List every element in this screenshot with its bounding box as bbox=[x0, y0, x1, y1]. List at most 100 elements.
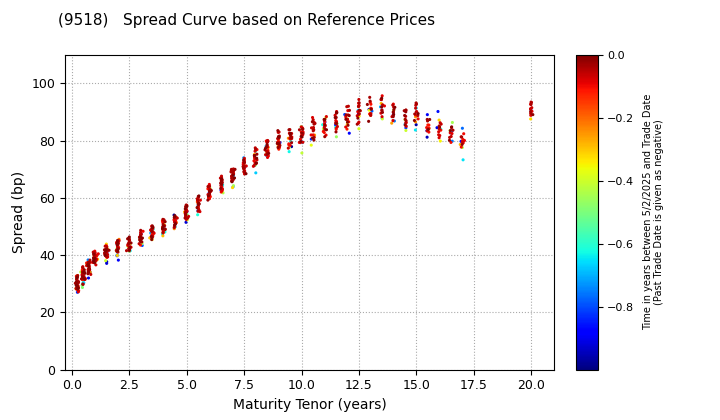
Point bbox=[113, 236, 125, 243]
Point bbox=[73, 284, 84, 291]
Point bbox=[525, 106, 536, 113]
Point bbox=[319, 118, 330, 125]
Point bbox=[77, 263, 89, 270]
Point bbox=[99, 249, 111, 255]
Point bbox=[77, 276, 89, 283]
Point bbox=[203, 193, 215, 199]
Point bbox=[262, 139, 274, 145]
Point bbox=[101, 252, 112, 258]
Point bbox=[341, 103, 353, 110]
Point bbox=[159, 218, 171, 225]
Point bbox=[71, 273, 82, 280]
Point bbox=[89, 255, 100, 262]
Point bbox=[307, 135, 318, 142]
Point bbox=[249, 152, 261, 159]
Point bbox=[454, 141, 466, 148]
Point bbox=[76, 272, 88, 278]
Point bbox=[122, 236, 133, 242]
Point bbox=[525, 105, 536, 112]
Point bbox=[216, 186, 228, 193]
Point bbox=[422, 111, 433, 118]
Point bbox=[331, 109, 343, 116]
Point bbox=[144, 234, 156, 241]
Point bbox=[180, 203, 192, 210]
Point bbox=[71, 281, 83, 288]
Point bbox=[284, 130, 296, 137]
Point bbox=[88, 255, 99, 262]
Point bbox=[444, 134, 455, 141]
Point bbox=[353, 96, 364, 103]
Point bbox=[433, 117, 445, 123]
Point bbox=[181, 202, 192, 209]
Point bbox=[387, 108, 399, 115]
Point bbox=[158, 216, 170, 223]
Point bbox=[424, 116, 436, 123]
Point bbox=[215, 187, 227, 194]
Point bbox=[135, 232, 146, 239]
Point bbox=[308, 134, 320, 141]
Point bbox=[89, 252, 100, 259]
Point bbox=[364, 99, 376, 106]
Point bbox=[527, 111, 539, 118]
Point bbox=[261, 149, 273, 156]
Point bbox=[274, 133, 285, 139]
Point bbox=[455, 138, 467, 145]
Point bbox=[262, 154, 274, 161]
Point bbox=[111, 247, 122, 254]
Point bbox=[158, 223, 169, 230]
Point bbox=[124, 248, 135, 255]
Point bbox=[297, 139, 309, 146]
Point bbox=[112, 241, 123, 248]
Point bbox=[146, 228, 158, 235]
Point bbox=[204, 192, 215, 199]
Point bbox=[273, 134, 284, 141]
Point bbox=[526, 104, 538, 111]
Point bbox=[99, 251, 111, 257]
Point bbox=[226, 178, 238, 184]
Point bbox=[273, 136, 284, 143]
Point bbox=[272, 140, 284, 147]
Point bbox=[433, 134, 445, 141]
Point bbox=[216, 181, 228, 188]
Point bbox=[181, 206, 192, 213]
Point bbox=[88, 251, 99, 257]
Point bbox=[180, 213, 192, 219]
Point bbox=[135, 238, 147, 245]
Point bbox=[147, 228, 158, 234]
Point bbox=[204, 185, 216, 192]
Point bbox=[376, 107, 387, 113]
Point bbox=[410, 105, 422, 111]
Point bbox=[387, 112, 399, 119]
Point bbox=[435, 126, 446, 133]
Point bbox=[135, 227, 146, 234]
Point bbox=[71, 286, 82, 293]
Point bbox=[341, 116, 353, 123]
Point bbox=[389, 104, 400, 111]
Point bbox=[307, 126, 319, 132]
Point bbox=[340, 113, 351, 120]
Point bbox=[91, 257, 102, 263]
Point bbox=[526, 108, 538, 115]
Point bbox=[99, 252, 111, 259]
Point bbox=[248, 152, 260, 159]
Point bbox=[88, 255, 99, 261]
Point bbox=[194, 201, 205, 207]
Point bbox=[261, 143, 272, 150]
Point bbox=[261, 152, 273, 159]
Point bbox=[249, 155, 261, 162]
Point bbox=[433, 129, 444, 135]
Point bbox=[364, 98, 376, 105]
Point bbox=[88, 255, 99, 262]
Point bbox=[216, 176, 228, 182]
Point bbox=[83, 261, 94, 268]
Point bbox=[112, 239, 123, 246]
Point bbox=[319, 121, 330, 128]
Point bbox=[204, 191, 215, 198]
Point bbox=[351, 113, 363, 119]
Point bbox=[227, 184, 238, 191]
Point bbox=[409, 117, 420, 124]
Point bbox=[375, 96, 387, 103]
Point bbox=[330, 124, 341, 131]
Point bbox=[101, 253, 112, 260]
Point bbox=[376, 104, 387, 110]
